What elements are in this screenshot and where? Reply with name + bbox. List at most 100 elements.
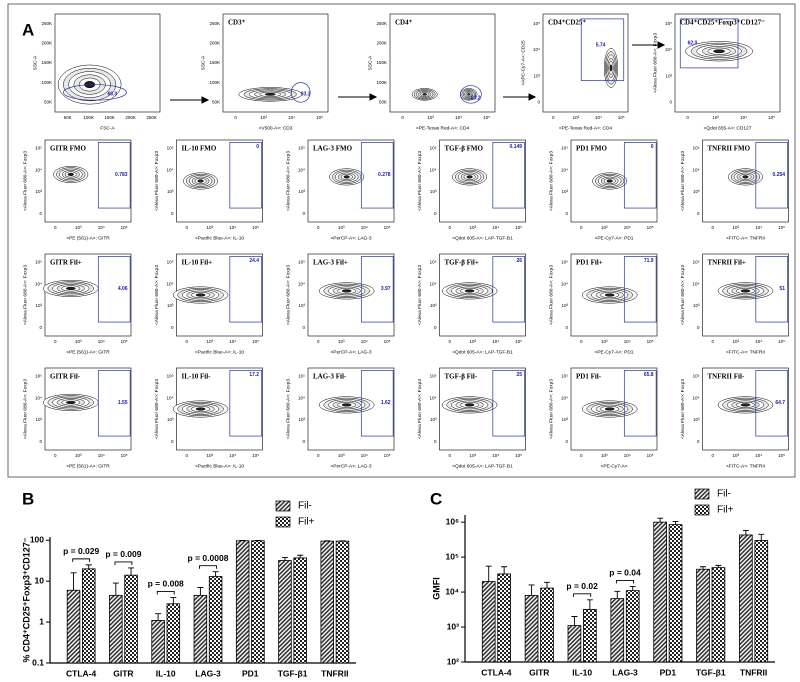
x-tick-label: 0 (317, 339, 320, 344)
contour (197, 179, 204, 183)
x-tick-label: 150K (104, 115, 115, 120)
x-tick-label: 10⁵ (515, 339, 522, 344)
x-tick-label: 10³ (712, 115, 719, 120)
gate-value: 64.7 (775, 400, 785, 406)
gating-arrows (170, 41, 666, 104)
contour (609, 64, 613, 72)
bar (481, 581, 496, 663)
gate (755, 256, 788, 323)
y-axis-label: <Alexa Fluor 680-A>: Foxp3 (652, 33, 658, 93)
x-tick-label: 10⁴ (624, 225, 631, 230)
y-tick-label: 10³ (298, 303, 305, 308)
plot-title: GITR Fil+ (50, 259, 82, 267)
y-tick-label: 10⁵ (533, 21, 540, 26)
bar (251, 540, 265, 664)
plot-frame (674, 13, 781, 113)
gate-value: 25 (516, 372, 522, 378)
x-tick-label: 10⁴ (492, 453, 499, 458)
y-tick-label: 10³ (430, 189, 437, 194)
y-tick-label: 10 (35, 575, 45, 585)
y-tick-label: 10³ (693, 189, 700, 194)
x-axis-label: FSC-A (100, 125, 115, 131)
x-axis-label: <FITC-A>: TNFRII (726, 349, 765, 355)
plot-title: CD3⁺ (228, 19, 246, 27)
x-tick-label: 10³ (469, 453, 476, 458)
x-axis-label: <FITC-A>: TNFRII (726, 463, 765, 469)
gate (360, 370, 394, 437)
x-tick-label: 10⁵ (515, 453, 522, 458)
x-tick-label: 10⁴ (740, 115, 747, 120)
significance-bracket (615, 579, 635, 584)
x-tick-label: 10⁵ (768, 115, 775, 120)
x-tick-label: TGF-β1 (696, 667, 726, 677)
bar (66, 589, 81, 664)
plot-title: LAG-3 FMO (313, 145, 353, 153)
plot-title: GITR FMO (50, 145, 87, 153)
y-tick-label: 10³ (693, 417, 700, 422)
x-tick-label: IL-10 (572, 667, 592, 677)
y-axis-label: <Alexa Fluor 680-A>: Foxp3 (285, 379, 291, 439)
bar (166, 603, 181, 664)
error-bar (614, 590, 621, 599)
y-tick-label: 10⁴ (533, 47, 540, 52)
y-tick-label: 10⁴ (430, 167, 437, 172)
x-tick-label: 10⁴ (361, 225, 368, 230)
error-bar (112, 582, 119, 596)
error-bar (700, 566, 706, 570)
x-tick-label: 0 (580, 339, 583, 344)
y-tick-label: 0 (39, 439, 42, 444)
x-axis-label: <Qdot 605-A>: LAP-TGF-B1 (452, 463, 513, 469)
y-tick-label: 10² (447, 656, 459, 666)
y-tick-label: 0 (697, 439, 700, 444)
x-tick-label: 0 (580, 453, 583, 458)
x-tick-label: 10⁴ (288, 115, 295, 120)
y-tick-label: 10⁵ (35, 259, 42, 264)
p-value: p = 0.02 (566, 581, 598, 591)
gate (492, 142, 525, 209)
y-tick-label: 10⁴ (430, 281, 437, 286)
plot-title: TGF-β FMO (445, 145, 484, 153)
y-tick-label: 10⁵ (693, 145, 700, 150)
x-tick-label: 0 (712, 453, 715, 458)
y-tick-label: 50K (44, 99, 52, 104)
x-tick-label: 10⁵ (252, 225, 259, 230)
bar (583, 608, 597, 663)
contour (343, 175, 350, 179)
y-tick-label: 10⁴ (561, 281, 568, 286)
gate-value: 71.9 (644, 258, 654, 264)
gate-value: 65.8 (644, 372, 654, 378)
plot-title: CD4⁺CD25⁺Foxp3⁺CD127⁻ (680, 19, 765, 27)
x-tick-label: 10³ (427, 115, 434, 120)
gate-value: 1.55 (118, 400, 128, 406)
x-tick-label: 10⁵ (647, 453, 654, 458)
y-axis-label: <Alexa Fluor 680-A>: Foxp3 (417, 151, 423, 211)
y-tick-label: 0 (565, 325, 568, 330)
x-tick-label: 0 (401, 115, 404, 120)
y-tick-label: 10⁵ (430, 145, 437, 150)
y-tick-label: 10⁵ (167, 373, 174, 378)
legend-label: Fil+ (298, 517, 315, 528)
error-bar (629, 585, 636, 591)
x-axis-label: <Pacific Blue-A>: IL-10 (195, 235, 244, 241)
x-tick-label: GITR (113, 668, 133, 678)
x-tick-label: 10⁵ (252, 339, 259, 344)
p-value: p = 0.009 (105, 549, 141, 559)
y-tick-label: 50K (379, 99, 387, 104)
contour (467, 93, 471, 96)
y-tick-label: 10⁴ (665, 47, 672, 52)
error-bar (281, 556, 288, 561)
y-tick-label: 10⁴ (298, 395, 305, 400)
gate (460, 85, 482, 104)
error-bar (528, 584, 535, 596)
x-tick-label: 10³ (338, 225, 345, 230)
y-tick-label: 10⁵ (35, 145, 42, 150)
gate (360, 142, 394, 209)
y-tick-label: 10³ (298, 189, 305, 194)
gate (360, 256, 394, 323)
x-tick-label: TNFRII (321, 668, 348, 678)
x-tick-label: LAG-3 (612, 667, 638, 677)
x-tick-label: 0 (552, 115, 555, 120)
bar (235, 540, 250, 664)
x-tick-label: 0 (712, 339, 715, 344)
bar (193, 594, 208, 664)
